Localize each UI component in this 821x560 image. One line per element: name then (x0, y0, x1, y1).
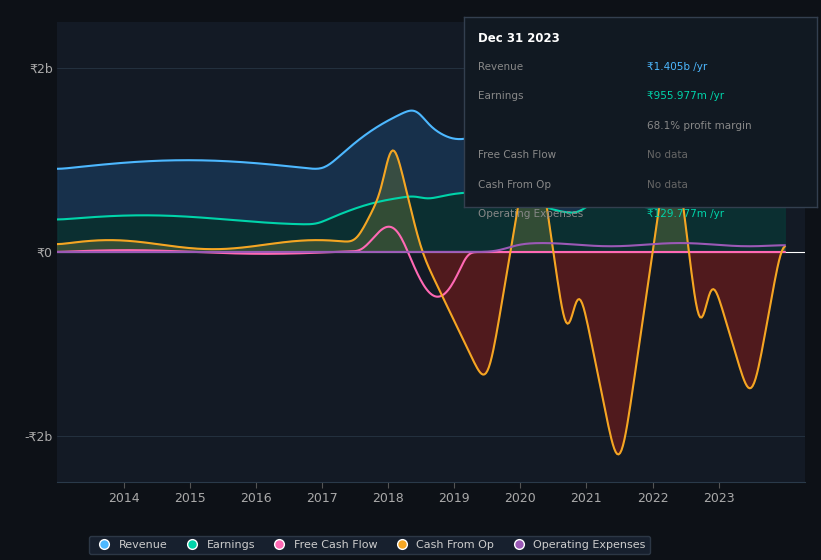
Text: Operating Expenses: Operating Expenses (478, 209, 583, 219)
Text: Free Cash Flow: Free Cash Flow (478, 150, 556, 160)
Legend: Revenue, Earnings, Free Cash Flow, Cash From Op, Operating Expenses: Revenue, Earnings, Free Cash Flow, Cash … (89, 535, 650, 554)
Text: Cash From Op: Cash From Op (478, 180, 551, 190)
Text: Dec 31 2023: Dec 31 2023 (478, 32, 560, 45)
Text: Revenue: Revenue (478, 62, 523, 72)
Text: ₹129.777m /yr: ₹129.777m /yr (648, 209, 725, 219)
Text: 68.1% profit margin: 68.1% profit margin (648, 120, 752, 130)
Text: ₹1.405b /yr: ₹1.405b /yr (648, 62, 708, 72)
Text: No data: No data (648, 180, 688, 190)
Text: No data: No data (648, 150, 688, 160)
Text: Earnings: Earnings (478, 91, 524, 101)
Text: ₹955.977m /yr: ₹955.977m /yr (648, 91, 725, 101)
